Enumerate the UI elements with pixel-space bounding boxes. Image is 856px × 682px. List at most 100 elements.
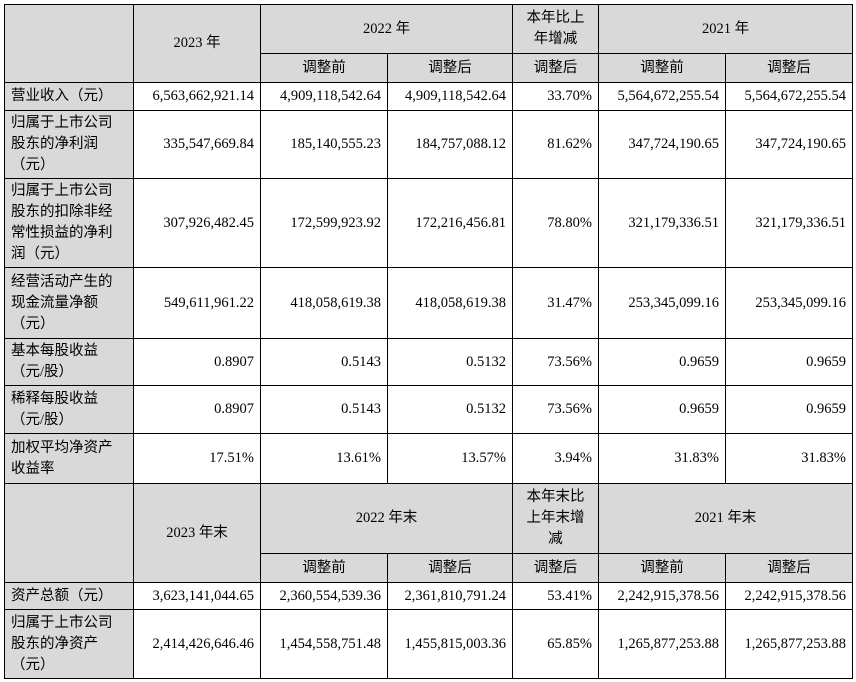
value-cell: 418,058,619.38 [387,267,513,339]
value-cell: 5,564,672,255.54 [725,82,853,111]
table-row: 营业收入（元） 6,563,662,921.14 4,909,118,542.64 4… [4,82,853,111]
row-label: 稀释每股收益（元/股） [4,385,134,434]
table-row: 资产总额（元） 3,623,141,044.65 2,360,554,539.36 2… [4,582,853,610]
table-row: 加权平均净资产收益率 17.51% 13.61% 13.57% 3.94% 31.83% 3… [4,433,853,484]
header-year: 2022 年 [260,4,513,54]
value-cell: 0.9659 [598,338,726,386]
value-cell: 4,909,118,542.64 [260,82,388,111]
value-cell: 347,724,190.65 [598,110,726,179]
value-cell: 0.5143 [260,385,388,434]
header-change-text: 本年比上年增减 [526,10,585,47]
value-cell: 0.9659 [725,385,853,434]
value-cell: 0.9659 [598,385,726,434]
table-row: 归属于上市公司股东的净利润（元） 335,547,669.84 185,140,55… [4,110,853,179]
value-cell: 549,611,961.22 [133,267,261,339]
value-cell: 53.41% [512,582,599,610]
table-row: 稀释每股收益（元/股） 0.8907 0.5143 0.5132 73.56% 0.965… [4,385,853,434]
row-label: 基本每股收益（元/股） [4,338,134,386]
value-cell: 2,414,426,646.46 [133,609,261,679]
row-label: 资产总额（元） [4,582,134,610]
value-cell: 81.62% [512,110,599,179]
value-cell: 0.5132 [387,338,513,386]
header-sub: 调整前 [598,53,726,83]
value-cell: 0.5143 [260,338,388,386]
value-cell: 253,345,099.16 [725,267,853,339]
value-cell: 185,140,555.23 [260,110,388,179]
row-label-text: 稀释每股收益（元/股） [11,390,98,428]
row-label-text: 归属于上市公司股东的扣除非经常性损益的净利润（元） [11,183,113,262]
header-sub: 调整前 [598,553,726,583]
value-cell: 2,360,554,539.36 [260,582,388,610]
header-year: 2023 年末 [133,483,261,583]
row-label-text: 归属于上市公司股东的净资产（元） [11,614,113,673]
row-label: 归属于上市公司股东的净利润（元） [4,110,134,179]
value-cell: 307,926,482.45 [133,178,261,268]
value-cell: 253,345,099.16 [598,267,726,339]
value-cell: 17.51% [133,433,261,484]
row-label-text: 加权平均净资产收益率 [11,439,113,477]
table-row: 2023 年末 2022 年末 本年末比上年末增减 2021 年末 [4,483,853,583]
row-label: 营业收入（元） [4,82,134,111]
header-year: 2023 年 [133,4,261,83]
header-sub: 调整后 [387,553,513,583]
value-cell: 2,242,915,378.56 [725,582,853,610]
row-label: 加权平均净资产收益率 [4,433,134,484]
value-cell: 2,242,915,378.56 [598,582,726,610]
value-cell: 13.61% [260,433,388,484]
corner-cell [4,483,134,583]
table-row: 2023 年 2022 年本年比上年增减 2021 年 [4,4,853,83]
value-cell: 6,563,662,921.14 [133,82,261,111]
value-cell: 3.94% [512,433,599,484]
value-cell: 73.56% [512,385,599,434]
header-year: 2022 年末 [260,483,513,554]
value-cell: 33.70% [512,82,599,111]
header-change: 本年末比上年末增减 [512,483,599,554]
value-cell: 0.8907 [133,338,261,386]
header-year: 2021 年 [598,4,853,54]
value-cell: 0.5132 [387,385,513,434]
value-cell: 1,265,877,253.88 [725,609,853,679]
value-cell: 2,361,810,791.24 [387,582,513,610]
header-sub: 调整后 [725,553,853,583]
financial-table: 2023 年 2022 年本年比上年增减 2021 年调整前 调整后 调整后 调整前 调整后… [4,4,853,679]
value-cell: 73.56% [512,338,599,386]
value-cell: 347,724,190.65 [725,110,853,179]
table-row: 基本每股收益（元/股） 0.8907 0.5143 0.5132 73.56% 0.965… [4,338,853,386]
value-cell: 335,547,669.84 [133,110,261,179]
table-row: 经营活动产生的现金流量净额（元） 549,611,961.22 418,058,61… [4,267,853,339]
table-row: 调整前 调整后 调整后 调整前 调整后 [5,53,853,83]
table-row: 归属于上市公司股东的扣除非经常性损益的净利润（元） 307,926,482.45 1… [4,178,853,268]
header-year: 2021 年末 [598,483,853,554]
header-sub: 调整后 [512,53,599,83]
value-cell: 13.57% [387,433,513,484]
value-cell: 1,454,558,751.48 [260,609,388,679]
value-cell: 5,564,672,255.54 [598,82,726,111]
value-cell: 3,623,141,044.65 [133,582,261,610]
header-change: 本年比上年增减 [512,4,599,54]
value-cell: 31.83% [725,433,853,484]
value-cell: 31.47% [512,267,599,339]
row-label: 经营活动产生的现金流量净额（元） [4,267,134,339]
value-cell: 172,216,456.81 [387,178,513,268]
row-label-text: 资产总额（元） [11,587,113,604]
value-cell: 321,179,336.51 [598,178,726,268]
header-sub: 调整后 [725,53,853,83]
value-cell: 31.83% [598,433,726,484]
value-cell: 321,179,336.51 [725,178,853,268]
table-row: 调整前 调整后 调整后 调整前 调整后 [5,553,853,583]
header-sub: 调整后 [512,553,599,583]
table-body: 2023 年 2022 年本年比上年增减 2021 年调整前 调整后 调整后 调整前 调整后… [4,4,853,679]
value-cell: 78.80% [512,178,599,268]
value-cell: 184,757,088.12 [387,110,513,179]
row-label: 归属于上市公司股东的扣除非经常性损益的净利润（元） [4,178,134,268]
header-sub: 调整前 [260,53,388,83]
table-row: 归属于上市公司股东的净资产（元） 2,414,426,646.46 1,454,55… [4,609,853,679]
value-cell: 0.9659 [725,338,853,386]
value-cell: 65.85% [512,609,599,679]
row-label-text: 营业收入（元） [11,88,113,104]
header-sub: 调整后 [387,53,513,83]
value-cell: 1,265,877,253.88 [598,609,726,679]
value-cell: 418,058,619.38 [260,267,388,339]
row-label-text: 基本每股收益（元/股） [11,343,98,380]
